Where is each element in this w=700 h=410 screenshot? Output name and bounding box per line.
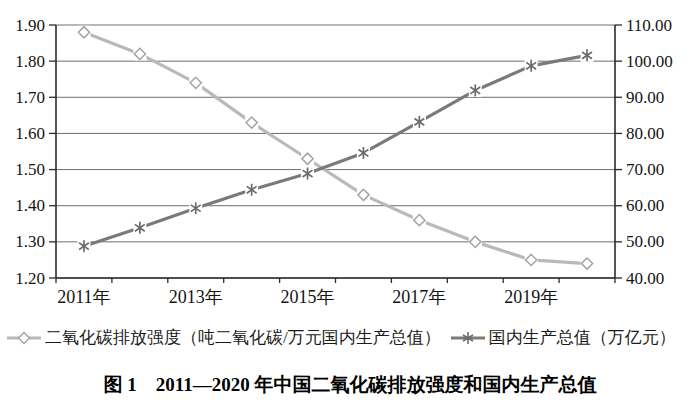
svg-text:50.00: 50.00 — [626, 232, 664, 251]
svg-text:1.60: 1.60 — [15, 124, 45, 143]
diamond-series-icon — [6, 331, 42, 345]
svg-text:110.00: 110.00 — [626, 16, 672, 35]
legend-item-gdp: 国内生产总值（万亿元） — [450, 326, 676, 349]
svg-text:2017年: 2017年 — [392, 287, 446, 307]
svg-text:2011年: 2011年 — [57, 287, 110, 307]
svg-text:2015年: 2015年 — [281, 287, 335, 307]
svg-text:1.40: 1.40 — [15, 196, 45, 215]
line-chart: 1.20 40.00 1.30 50.00 1.40 60.00 1.50 70.00 1.60… — [0, 0, 700, 312]
svg-text:2019年: 2019年 — [504, 287, 558, 307]
svg-text:100.00: 100.00 — [626, 52, 673, 71]
svg-text:1.50: 1.50 — [15, 160, 45, 179]
svg-text:1.80: 1.80 — [15, 52, 45, 71]
svg-text:1.70: 1.70 — [15, 88, 45, 107]
svg-text:70.00: 70.00 — [626, 160, 664, 179]
asterisk-series-icon — [450, 331, 486, 345]
svg-text:1.20: 1.20 — [15, 269, 45, 288]
chart-legend: 二氧化碳排放强度（吨二氧化碳/万元国内生产总值） 国内生产总值（万亿元） — [6, 326, 700, 349]
legend-label-gdp: 国内生产总值（万亿元） — [489, 326, 676, 349]
svg-text:1.30: 1.30 — [15, 232, 45, 251]
svg-text:80.00: 80.00 — [626, 124, 664, 143]
svg-text:1.90: 1.90 — [15, 16, 45, 35]
figure-caption: 图 1 2011—2020 年中国二氧化碳排放强度和国内生产总值 — [0, 372, 700, 398]
legend-item-co2-intensity: 二氧化碳排放强度（吨二氧化碳/万元国内生产总值） — [6, 326, 441, 349]
legend-label-co2-intensity: 二氧化碳排放强度（吨二氧化碳/万元国内生产总值） — [45, 326, 441, 349]
svg-text:90.00: 90.00 — [626, 88, 664, 107]
svg-text:40.00: 40.00 — [626, 269, 664, 288]
figure-1: 1.20 40.00 1.30 50.00 1.40 60.00 1.50 70.00 1.60… — [0, 0, 700, 410]
svg-text:60.00: 60.00 — [626, 196, 664, 215]
svg-text:2013年: 2013年 — [169, 287, 223, 307]
